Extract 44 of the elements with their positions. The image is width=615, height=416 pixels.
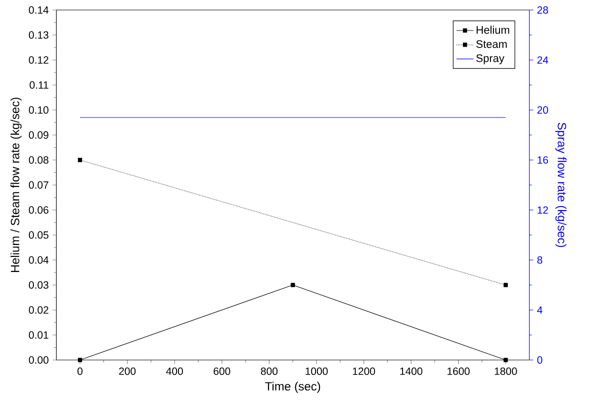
x-tick-label: 1600: [448, 368, 470, 375]
legend-label: Spray: [476, 54, 504, 64]
y2-tick-label: 16: [538, 156, 548, 164]
x-tick-label: 1200: [352, 368, 376, 375]
x-tick-label: 600: [214, 368, 230, 375]
y-tick-label: 0.09: [28, 131, 48, 139]
y-tick-label: 0.13: [28, 31, 48, 39]
y-axis-title: Helium / Steam flow rate (kg/sec): [10, 98, 22, 272]
x-tick-label: 0: [78, 368, 82, 375]
legend-label: Steam: [476, 40, 507, 48]
y2-tick-label: 12: [538, 206, 548, 214]
x-tick-label: 1800: [494, 368, 517, 375]
y2-axis-title: Spray flow rate (kg/sec): [555, 122, 566, 248]
y2-tick-label: 0: [537, 356, 542, 364]
y-tick-label: 0.02: [28, 306, 48, 314]
x-axis-title: Time (sec): [265, 382, 320, 393]
x-tick-label: 200: [119, 368, 136, 375]
x-tick-label: 1000: [306, 368, 328, 375]
y-tick-label: 0.01: [28, 331, 48, 339]
y-tick-label: 0.04: [28, 256, 49, 264]
y2-tick-label: 24: [537, 56, 548, 64]
y-tick-label: 0.05: [28, 231, 48, 239]
y-tick-label: 0.10: [28, 106, 48, 114]
point: [504, 282, 508, 288]
y2-tick-label: 8: [537, 256, 542, 264]
y-tick-label: 0.03: [28, 281, 48, 289]
point: [78, 358, 82, 362]
point: [504, 358, 508, 362]
y-tick-label: 0.12: [28, 56, 48, 64]
point: [290, 282, 295, 288]
point: [78, 158, 82, 162]
y-tick-label: 0.14: [28, 6, 49, 14]
x-tick-label: 800: [260, 368, 278, 375]
y-tick-label: 0.00: [28, 356, 48, 364]
y-tick-label: 0.07: [28, 181, 48, 189]
x-tick-label: 1400: [400, 368, 422, 375]
y-tick-label: 0.11: [30, 81, 48, 89]
y2-tick-label: 28: [537, 6, 548, 14]
y2-tick-label: 4: [537, 306, 542, 314]
y-tick-label: 0.06: [28, 206, 48, 214]
y-tick-label: 0.08: [28, 156, 48, 164]
legend-label: Helium: [476, 26, 510, 34]
y2-tick-label: 20: [537, 106, 548, 114]
x-tick-label: 400: [166, 368, 183, 375]
